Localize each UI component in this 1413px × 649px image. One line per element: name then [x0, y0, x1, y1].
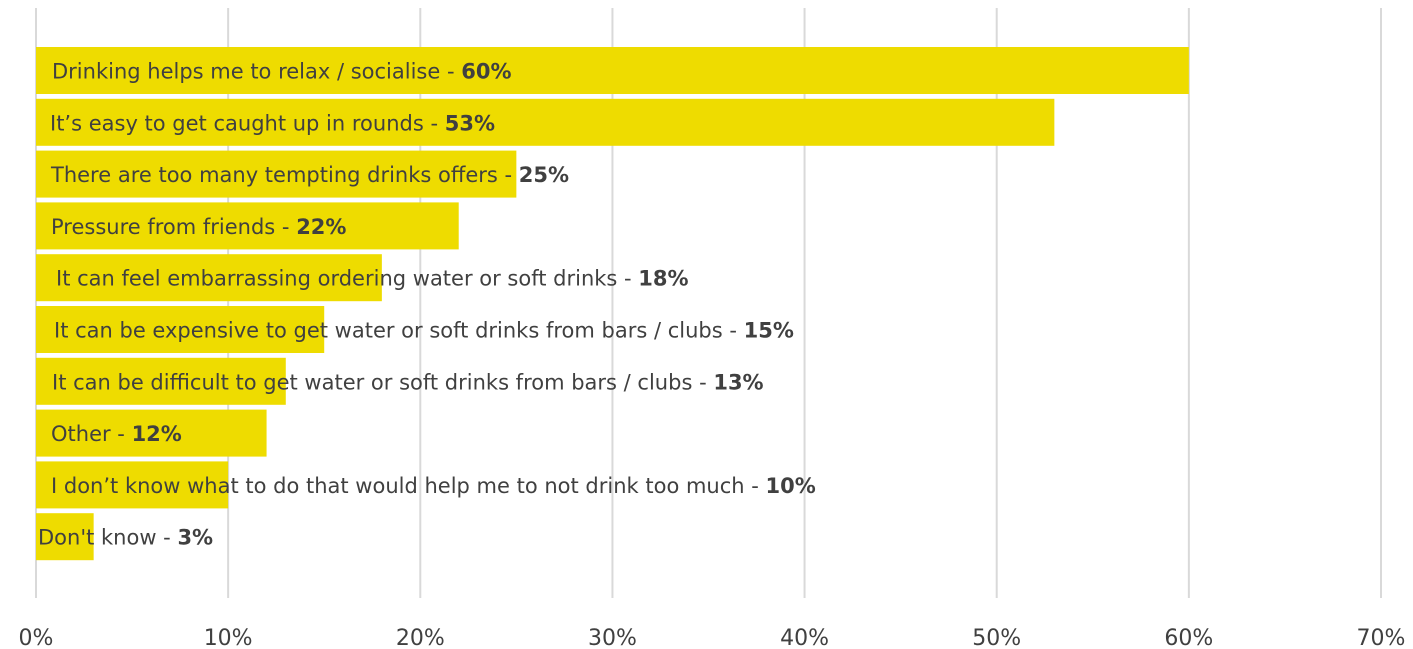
x-tick-label: 70% [1357, 626, 1406, 649]
x-axis-ticks: 0% 10% 20% 30% 40% 50% 60% 70% [19, 626, 1406, 649]
bar-category-label: Pressure from friends - [51, 215, 296, 239]
bar-labels: Drinking helps me to relax / socialise -… [38, 60, 816, 550]
x-tick-label: 0% [19, 626, 54, 649]
bar-label: Other - 12% [51, 422, 182, 446]
bar-category-label: Other - [51, 422, 132, 446]
bar [36, 150, 517, 198]
bar-category-label: It can feel embarrassing ordering water … [56, 267, 638, 291]
bar-category-label: It can be difficult to get water or soft… [52, 370, 713, 394]
x-tick-label: 60% [1164, 626, 1213, 649]
bar-label: There are too many tempting drinks offer… [50, 163, 569, 187]
bar-label: Don't know - 3% [38, 526, 213, 550]
bar [36, 202, 459, 250]
bar-value-label: 10% [766, 474, 816, 498]
bar-label: It can feel embarrassing ordering water … [56, 267, 689, 291]
x-tick-label: 50% [972, 626, 1021, 649]
bar [36, 461, 229, 509]
bar-label: Pressure from friends - 22% [51, 215, 346, 239]
bar-value-label: 25% [519, 163, 569, 187]
bar-value-label: 12% [132, 422, 182, 446]
bar-label: It can be expensive to get water or soft… [54, 319, 794, 343]
bar-value-label: 18% [638, 267, 688, 291]
x-tick-label: 40% [780, 626, 829, 649]
bar [36, 306, 325, 353]
bar-label: It’s easy to get caught up in rounds - 5… [50, 111, 495, 135]
bar [36, 254, 382, 302]
bar-value-label: 3% [177, 526, 213, 550]
x-tick-label: 30% [588, 626, 637, 649]
gridlines [35, 8, 1382, 598]
bar [36, 47, 1189, 94]
bar-category-label: It’s easy to get caught up in rounds - [50, 111, 445, 135]
bar-value-label: 15% [744, 319, 794, 343]
x-tick-label: 20% [396, 626, 445, 649]
bar [36, 513, 94, 561]
bar-label: It can be difficult to get water or soft… [52, 370, 764, 394]
bar [36, 98, 1055, 146]
bar-value-label: 60% [461, 60, 511, 84]
bar-category-label: Drinking helps me to relax / socialise - [52, 60, 461, 84]
x-tick-label: 10% [204, 626, 253, 649]
bars [36, 47, 1189, 561]
bar-category-label: I don’t know what to do that would help … [51, 474, 766, 498]
bar-value-label: 53% [445, 111, 495, 135]
bar-category-label: There are too many tempting drinks offer… [50, 163, 519, 187]
bar-label: Drinking helps me to relax / socialise -… [52, 60, 512, 84]
bar [36, 409, 267, 457]
bar-label: I don’t know what to do that would help … [51, 474, 816, 498]
bar-category-label: It can be expensive to get water or soft… [54, 319, 744, 343]
bar-value-label: 22% [296, 215, 346, 239]
bar [36, 357, 286, 405]
bar-category-label: Don't know - [38, 526, 177, 550]
bar-value-label: 13% [713, 370, 763, 394]
